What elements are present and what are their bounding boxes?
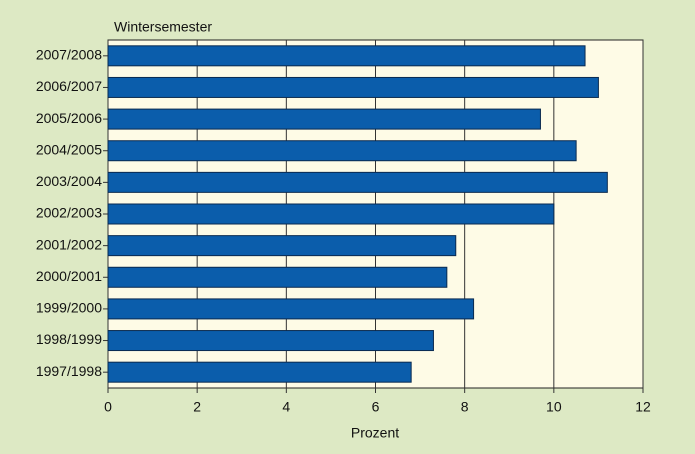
y-tick-label: 2005/2006 (36, 110, 102, 126)
y-tick-label: 2000/2001 (36, 268, 102, 284)
y-tick-label: 2002/2003 (36, 205, 102, 221)
bar (107, 140, 577, 162)
x-tick-label: 12 (635, 399, 651, 415)
x-tick-label: 4 (282, 399, 290, 415)
y-tick-label: 2007/2008 (36, 47, 102, 63)
bar (107, 45, 586, 67)
bar (107, 298, 475, 320)
x-tick-label: 10 (546, 399, 562, 415)
x-tick-label: 2 (193, 399, 201, 415)
y-tick-label: 1998/1999 (36, 331, 102, 347)
bar (107, 171, 608, 193)
x-tick-label: 0 (104, 399, 112, 415)
bar (107, 266, 448, 288)
x-tick-label: 6 (372, 399, 380, 415)
bar (107, 361, 412, 383)
y-tick-label: 2003/2004 (36, 173, 102, 189)
bar (107, 76, 599, 98)
x-axis-label: Prozent (351, 425, 399, 441)
y-tick-label: 1997/1998 (36, 363, 102, 379)
bar (107, 235, 457, 257)
bar (107, 203, 555, 225)
y-tick-label: 2001/2002 (36, 236, 102, 252)
bar (107, 330, 434, 352)
y-tick-label: 1999/2000 (36, 300, 102, 316)
y-tick-label: 2004/2005 (36, 141, 102, 157)
y-tick-label: 2006/2007 (36, 78, 102, 94)
x-tick-label: 8 (461, 399, 469, 415)
chart-title: Wintersemester (114, 19, 212, 35)
bar (107, 108, 541, 130)
